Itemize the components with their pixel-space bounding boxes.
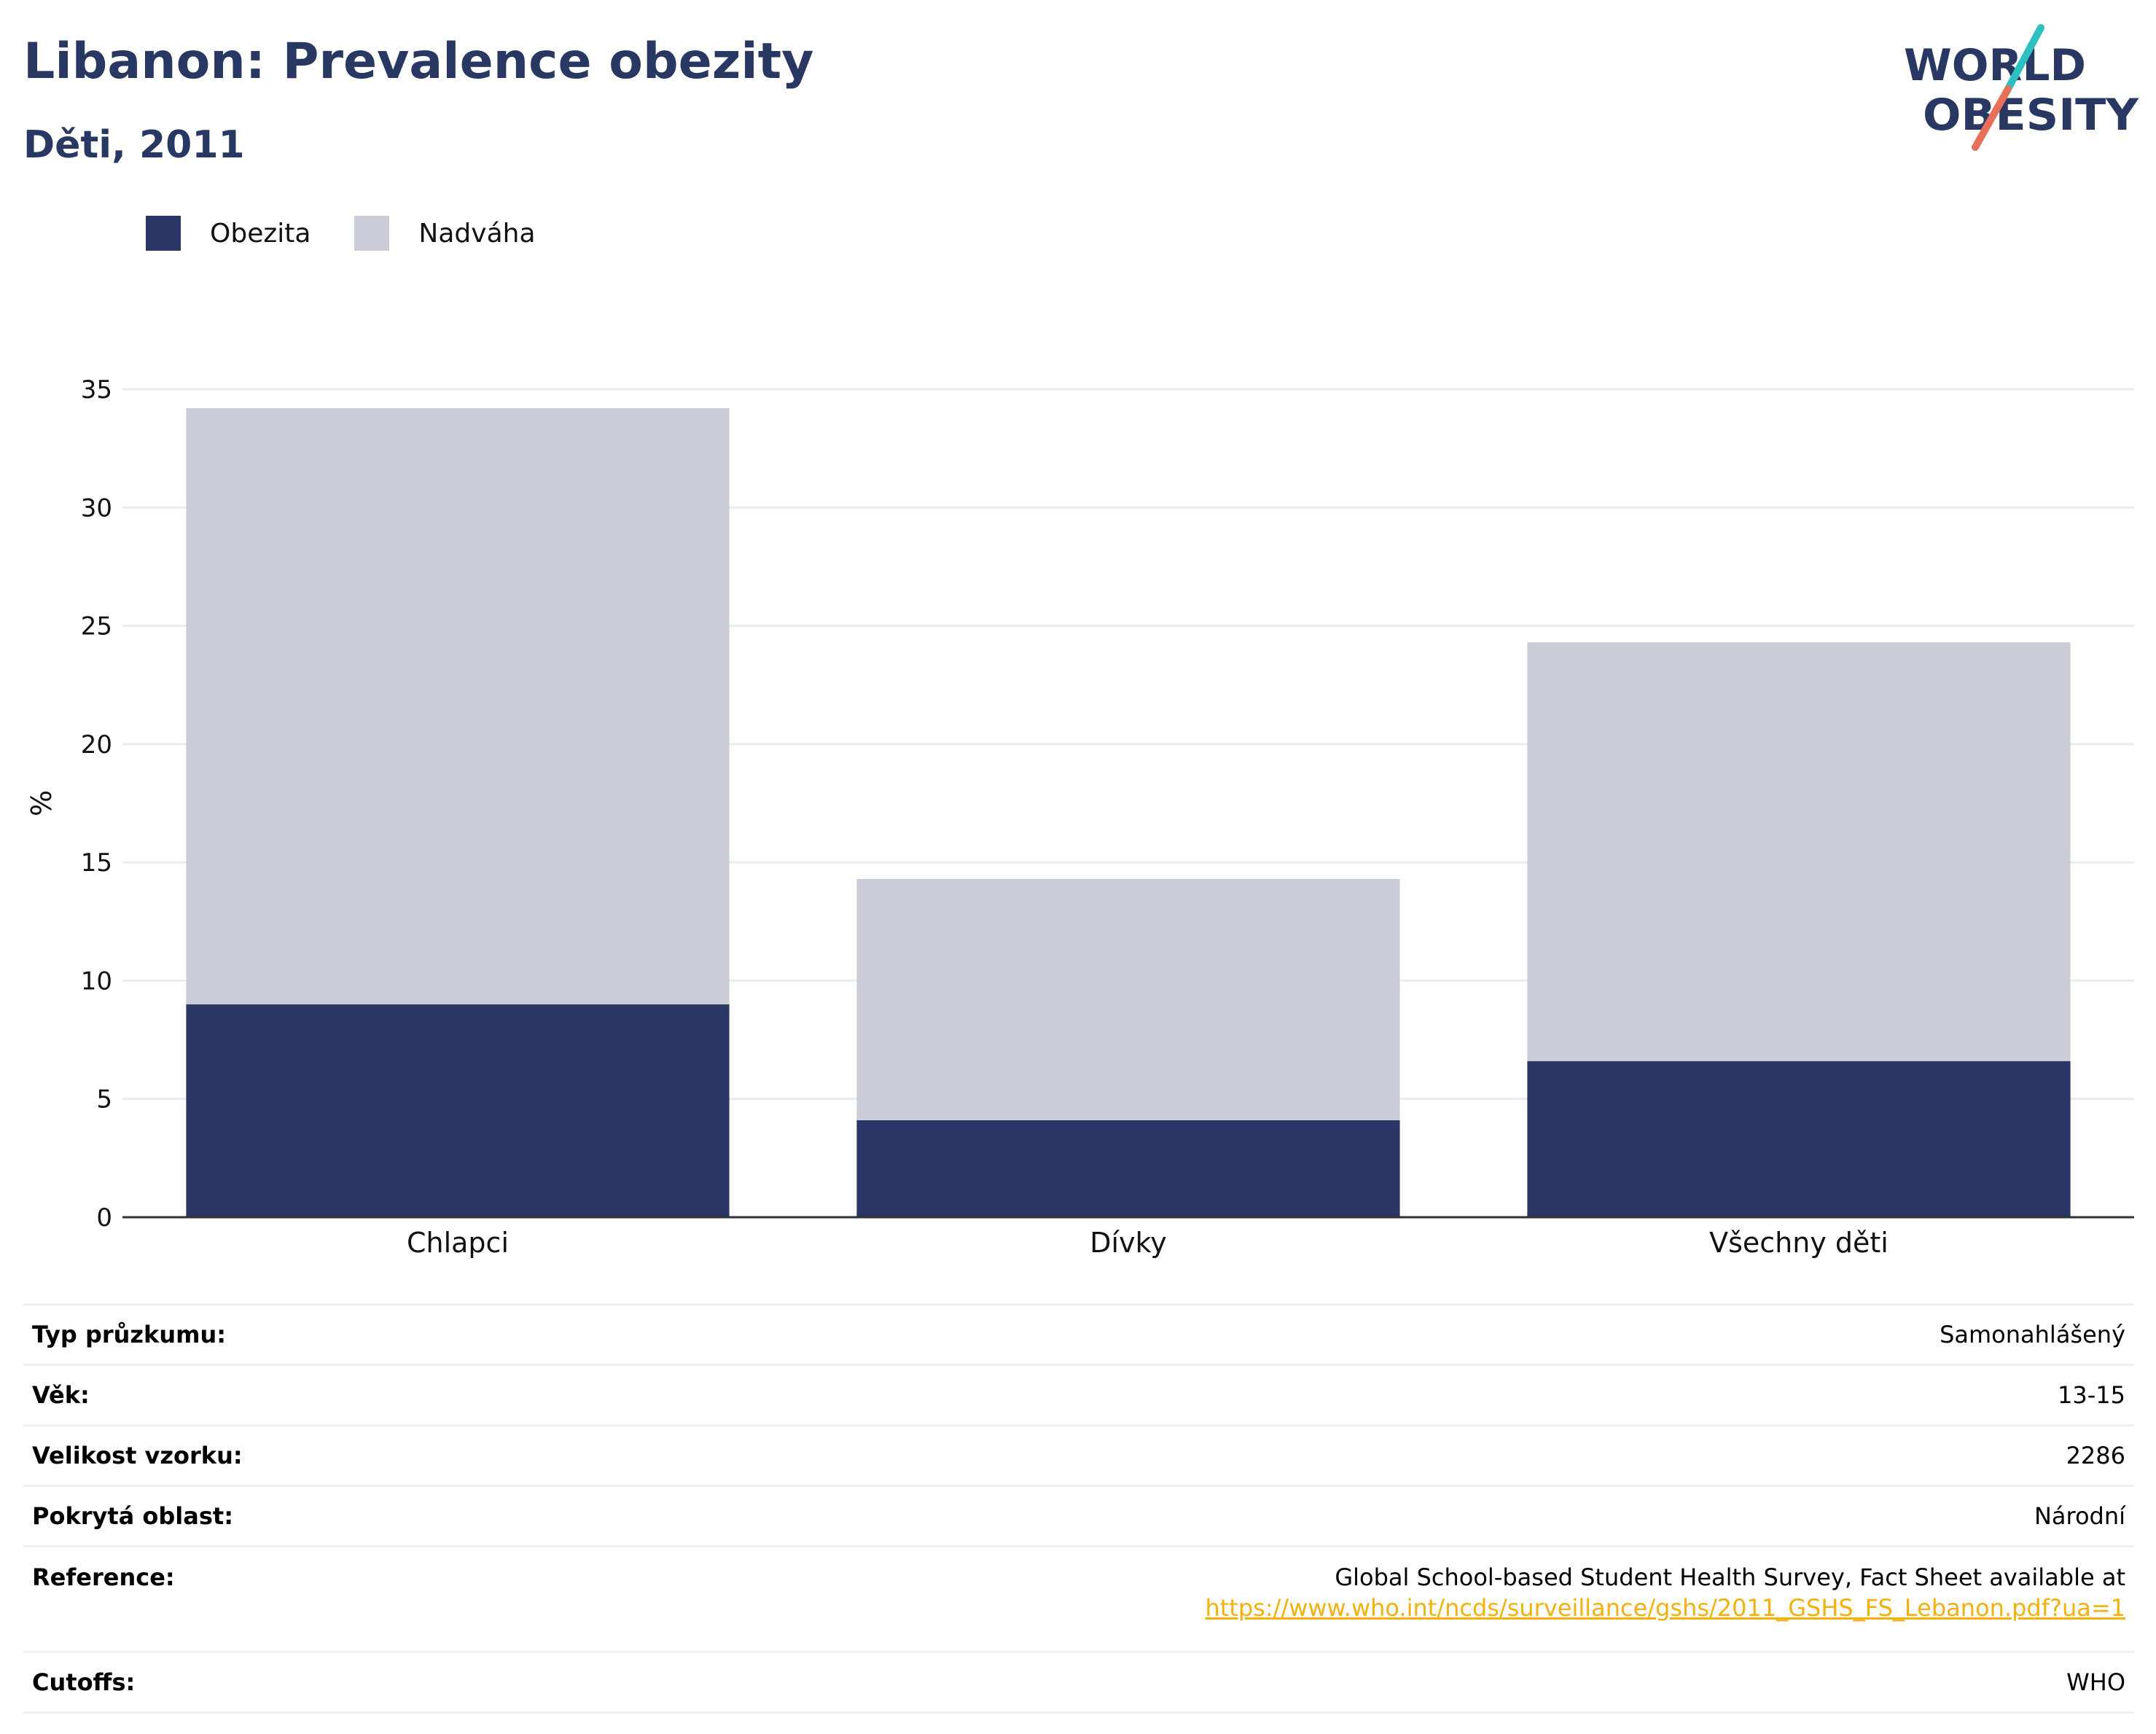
bar-nadváha-2	[856, 878, 1400, 1120]
bar-chart: 0 5 10 15 20 25 30 35% Chlapci Dívky Všechny děti	[26, 375, 2134, 1259]
info-key: Reference:	[23, 1545, 437, 1652]
y-tick-label: 20	[81, 730, 112, 759]
legend-swatch-nadvaha	[354, 216, 390, 251]
y-tick-label: 35	[81, 375, 112, 405]
survey-info-table: Typ průzkumu: Samonahlášený Věk: 13-15 V…	[23, 1303, 2134, 1714]
info-value: Global School-based Student Health Surve…	[436, 1545, 2134, 1652]
chart-title: Libanon: Prevalence obezity	[23, 33, 814, 90]
y-tick-label: 30	[81, 493, 112, 523]
reference-text: Global School-based Student Health Surve…	[1335, 1563, 2125, 1591]
bar-obezita-3	[1527, 1061, 2071, 1217]
world-obesity-logo: WORLD OBESITY	[1904, 24, 2140, 151]
info-row-age: Věk: 13-15	[23, 1364, 2134, 1426]
info-key: Věk:	[23, 1364, 437, 1426]
info-row-area: Pokrytá oblast: Národní	[23, 1485, 2134, 1547]
info-value: Samonahlášený	[436, 1303, 2134, 1365]
info-value: Národní	[436, 1485, 2134, 1547]
x-tick-label: Chlapci	[407, 1227, 509, 1259]
info-key: Pokrytá oblast:	[23, 1485, 437, 1547]
info-key: Velikost vzorku:	[23, 1424, 437, 1486]
bar-obezita-2	[856, 1120, 1400, 1217]
bar-nadváha-3	[1527, 642, 2071, 1061]
y-tick-label: 25	[81, 612, 112, 641]
x-tick-label: Všechny děti	[1709, 1227, 1889, 1259]
info-value: 13-15	[436, 1364, 2134, 1426]
info-row-survey-type: Typ průzkumu: Samonahlášený	[23, 1303, 2134, 1365]
y-tick-label: 10	[81, 966, 112, 996]
bar-nadváha-1	[186, 407, 730, 1004]
info-value: WHO	[436, 1651, 2134, 1714]
info-value: 2286	[436, 1424, 2134, 1486]
chart-subtitle: Děti, 2011	[23, 123, 245, 167]
legend-item-nadvaha[interactable]: Nadváha	[354, 216, 536, 251]
legend-item-obezita[interactable]: Obezita	[146, 216, 310, 251]
info-key: Cutoffs:	[23, 1651, 437, 1714]
x-tick-label: Dívky	[1090, 1227, 1166, 1259]
bar-obezita-1	[186, 1004, 730, 1217]
info-key: Typ průzkumu:	[23, 1303, 437, 1365]
y-axis-label: %	[26, 790, 58, 816]
chart-legend: Obezita Nadváha	[146, 216, 579, 251]
legend-swatch-obezita	[146, 216, 181, 251]
y-tick-label: 0	[96, 1203, 112, 1233]
reference-link[interactable]: https://www.who.int/ncds/surveillance/gs…	[1205, 1594, 2125, 1622]
info-row-sample-size: Velikost vzorku: 2286	[23, 1424, 2134, 1486]
legend-label-nadvaha: Nadváha	[418, 218, 536, 249]
svg-text:WORLD: WORLD	[1904, 40, 2086, 91]
info-row-cutoffs: Cutoffs: WHO	[23, 1651, 2134, 1714]
svg-text:OBESITY: OBESITY	[1923, 90, 2140, 141]
y-tick-label: 5	[96, 1085, 112, 1114]
info-row-reference: Reference: Global School-based Student H…	[23, 1545, 2134, 1652]
legend-label-obezita: Obezita	[210, 218, 311, 249]
y-tick-label: 15	[81, 848, 112, 878]
